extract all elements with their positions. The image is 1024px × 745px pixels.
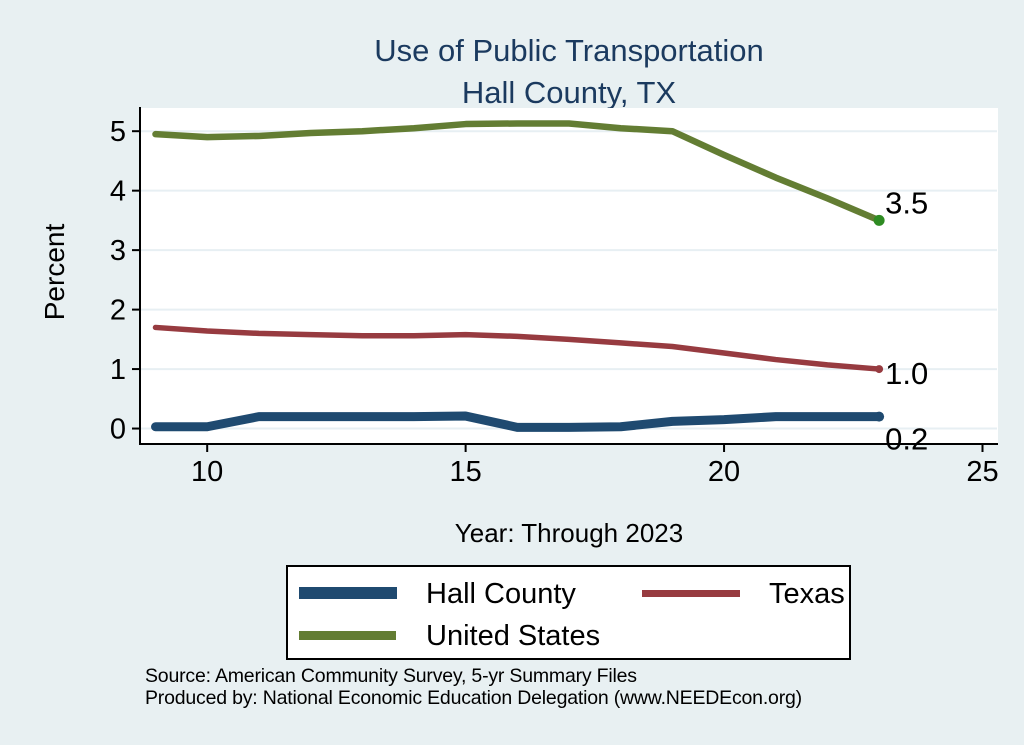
y-tick-label-2: 2 xyxy=(110,295,126,327)
chart-title-line2: Hall County, TX xyxy=(461,75,677,110)
legend-swatch-texas xyxy=(642,590,740,597)
series-end-dot-united-states xyxy=(873,214,885,226)
y-tick-label-4: 4 xyxy=(110,176,126,208)
series-line-united-states xyxy=(152,120,883,224)
produced-by-line: Produced by: National Economic Education… xyxy=(145,686,802,709)
legend-label-united-states: United States xyxy=(426,620,601,652)
series-line-hall-county xyxy=(151,411,884,432)
legend-label-hall-county: Hall County xyxy=(426,578,576,610)
plot-background xyxy=(140,108,998,444)
series-end-label-texas: 1.0 xyxy=(885,356,928,391)
x-tick-label-20: 20 xyxy=(708,456,740,488)
series-end-label-united-states: 3.5 xyxy=(885,185,928,220)
chart-title: Use of Public Transportation Hall County… xyxy=(140,30,998,114)
source-note: Source: American Community Survey, 5-yr … xyxy=(145,665,945,709)
y-tick-label-1: 1 xyxy=(110,354,126,386)
x-tick-label-10: 10 xyxy=(191,456,223,488)
legend-swatch-hall-county xyxy=(299,587,397,599)
source-line: Source: American Community Survey, 5-yr … xyxy=(145,665,637,687)
x-tick-label-15: 15 xyxy=(449,456,481,488)
legend-label-texas: Texas xyxy=(769,578,845,610)
legend-swatch-united-states xyxy=(299,631,396,640)
y-axis-title: Percent xyxy=(39,223,70,321)
series-end-dot-texas xyxy=(875,365,884,374)
series-end-dot-hall-county xyxy=(874,411,885,422)
x-tick-label-25: 25 xyxy=(966,456,998,488)
y-tick-label-0: 0 xyxy=(110,414,126,446)
x-axis-title: Year: Through 2023 xyxy=(454,518,684,548)
series-line-texas xyxy=(152,324,882,372)
y-tick-label-5: 5 xyxy=(110,116,126,148)
series-end-label-hall-county: 0.2 xyxy=(885,422,928,457)
y-tick-label-3: 3 xyxy=(110,235,126,267)
chart-title-line1: Use of Public Transportation xyxy=(374,33,764,68)
legend: Hall County Texas United States xyxy=(286,565,851,660)
